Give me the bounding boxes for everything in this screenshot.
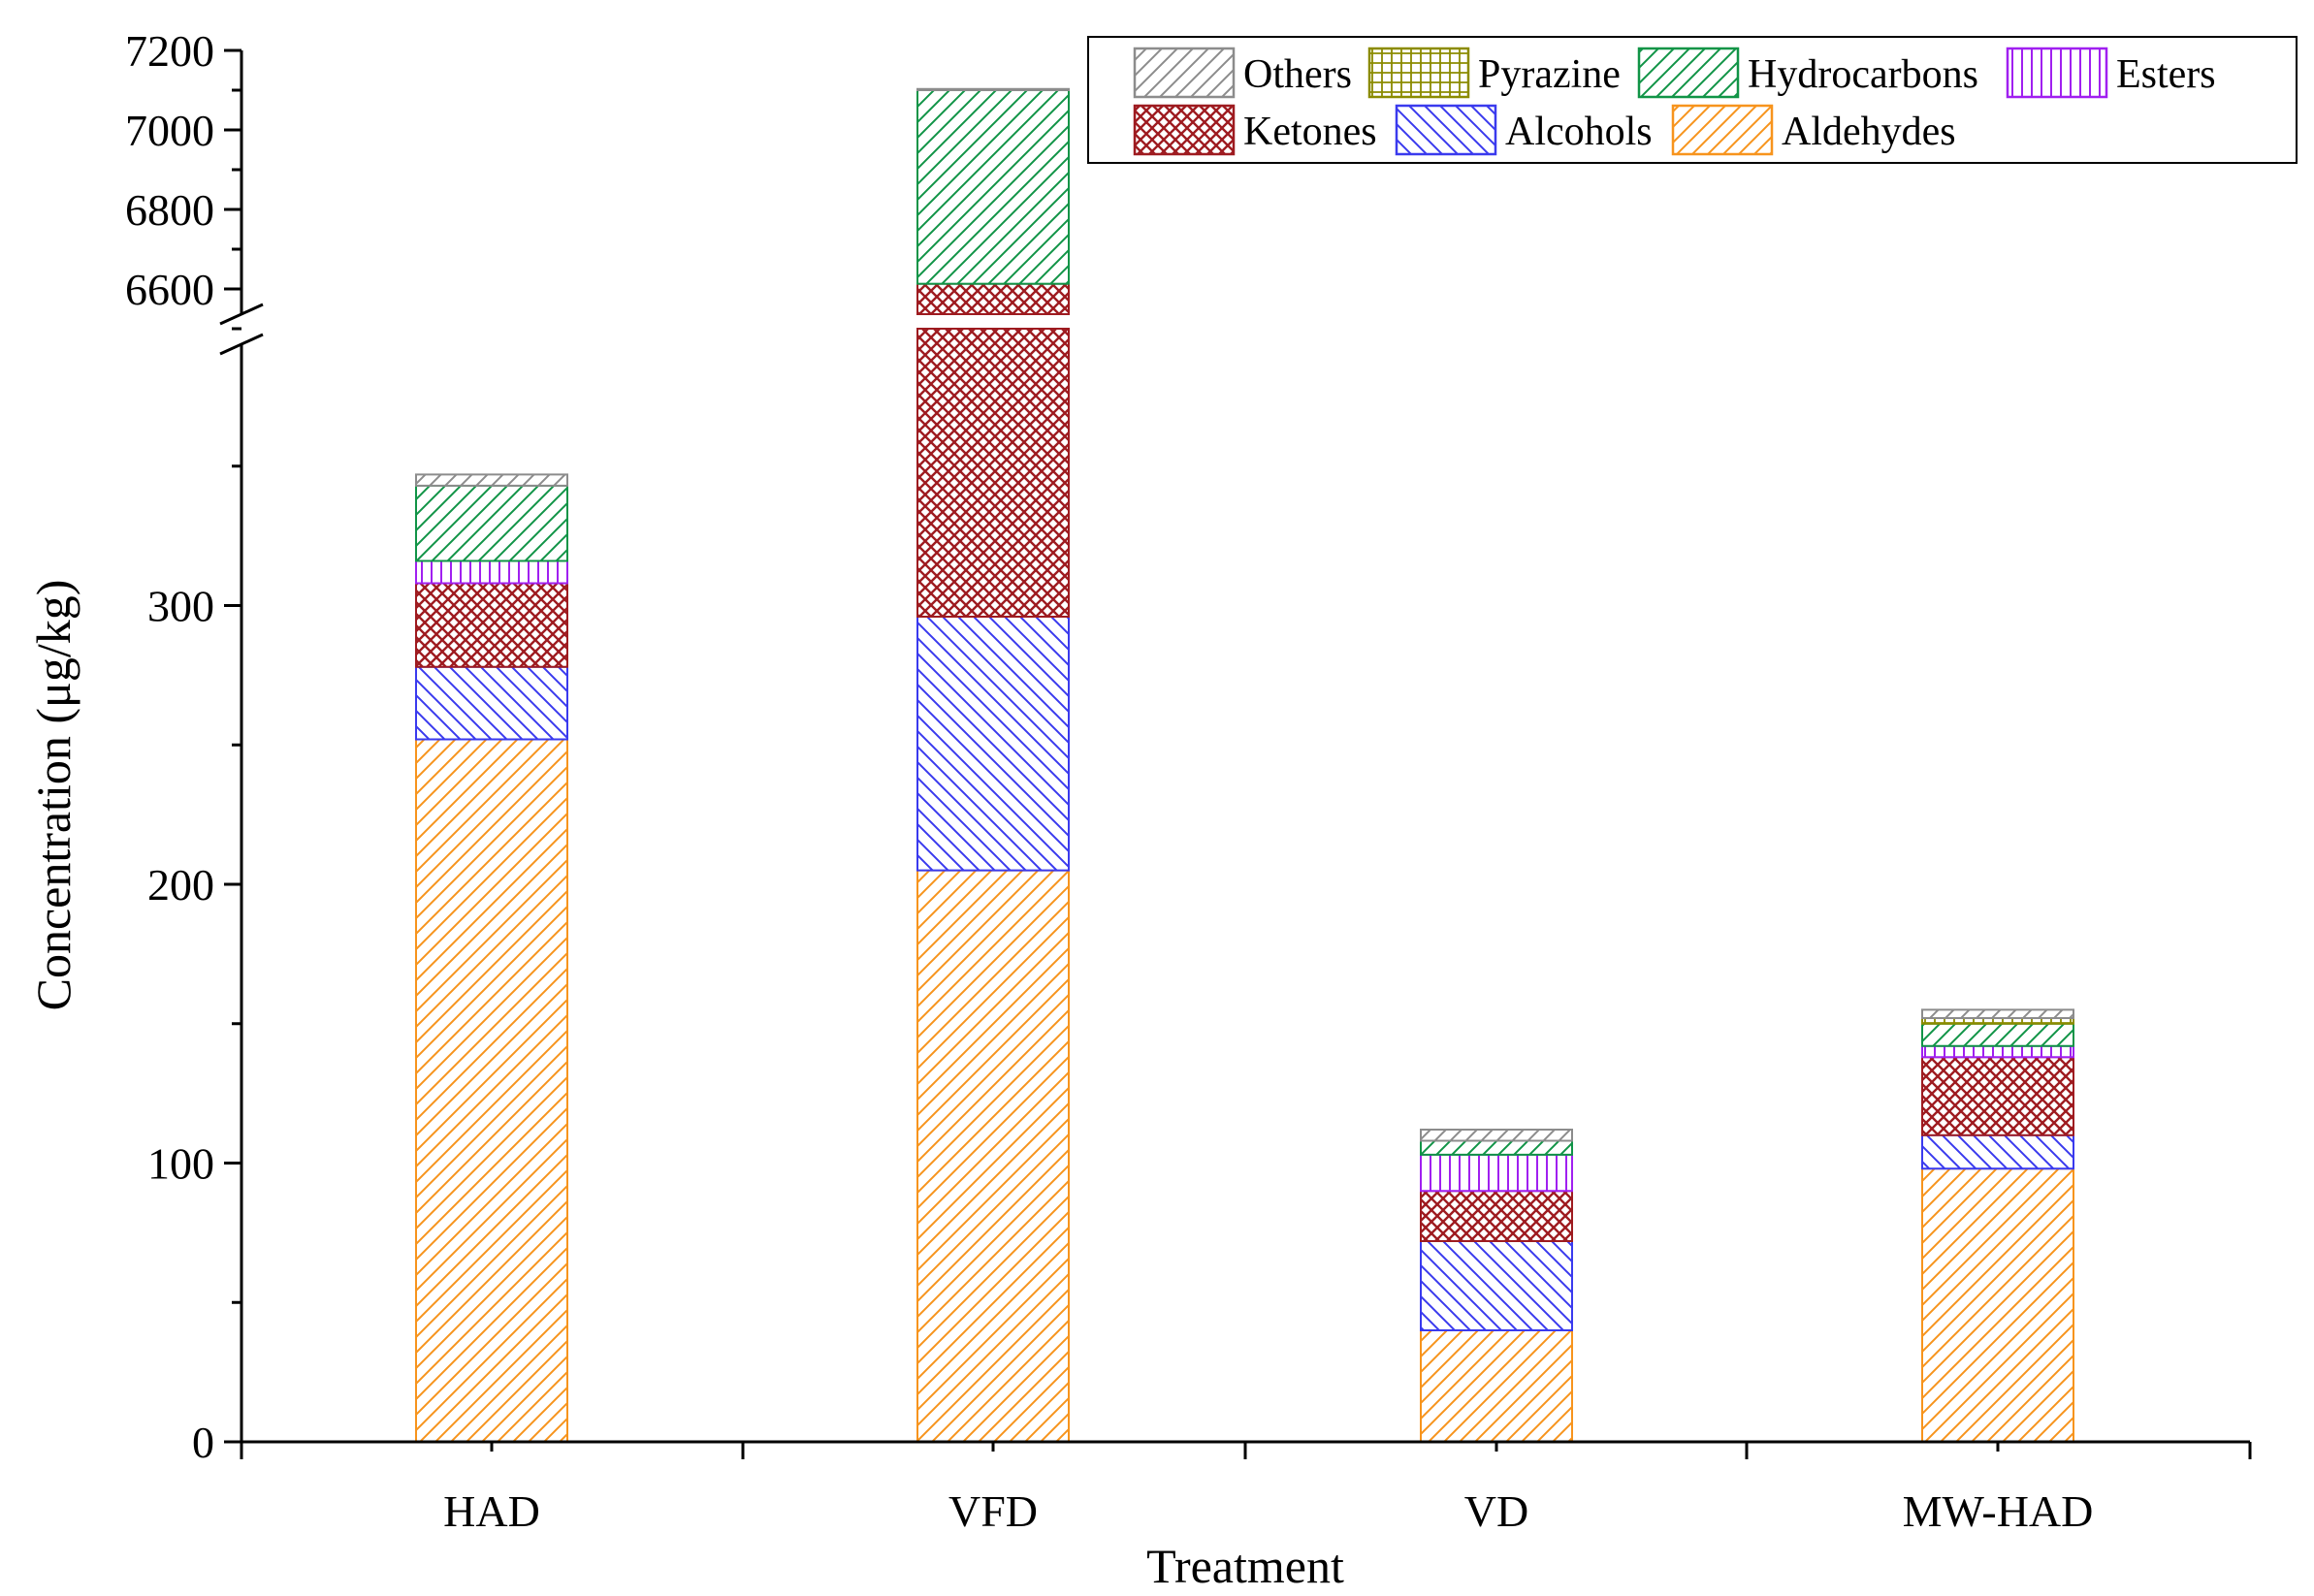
bar-vfd-ketones-lower bbox=[916, 328, 1070, 618]
bar-stack-vd bbox=[1420, 1129, 1573, 1443]
x-tick-label-vd: VD bbox=[1464, 1486, 1528, 1536]
legend-item-alcohols: Alcohols bbox=[1395, 104, 1653, 156]
legend: Others Pyrazine Hydrocarbons Esters Ketones A… bbox=[1087, 36, 2298, 164]
legend-item-pyrazine: Pyrazine bbox=[1367, 47, 1621, 99]
y-tick-label-0: 0 bbox=[192, 1418, 214, 1467]
y-tick-label-6800: 6800 bbox=[125, 185, 214, 235]
legend-swatch-esters bbox=[2006, 47, 2108, 99]
bar-had-alcohols bbox=[415, 665, 568, 741]
legend-swatch-aldehydes bbox=[1671, 104, 1774, 156]
bar-vd-ketones bbox=[1420, 1190, 1573, 1242]
bars-layer bbox=[415, 87, 2074, 1443]
bar-mw-had-others bbox=[1921, 1008, 2074, 1019]
bar-had-ketones bbox=[415, 582, 568, 668]
bar-stack-had bbox=[415, 473, 568, 1443]
legend-label-esters: Esters bbox=[2116, 52, 2216, 97]
legend-item-aldehydes: Aldehydes bbox=[1671, 104, 1956, 156]
legend-label-alcohols: Alcohols bbox=[1505, 110, 1653, 154]
legend-label-aldehydes: Aldehydes bbox=[1782, 110, 1956, 154]
y-tick-label-7000: 7000 bbox=[125, 106, 214, 155]
legend-swatch-pyrazine bbox=[1367, 47, 1470, 99]
bar-had-others bbox=[415, 473, 568, 487]
legend-swatch-ketones bbox=[1133, 104, 1236, 156]
legend-swatch-alcohols bbox=[1395, 104, 1497, 156]
legend-label-hydrocarbons: Hydrocarbons bbox=[1748, 52, 1978, 97]
bar-stack-vfd bbox=[916, 87, 1070, 1443]
y-axis-title: Concentration (μg/kg) bbox=[26, 580, 80, 1011]
bar-mw-had-esters bbox=[1921, 1044, 2074, 1059]
bar-vd-alcohols bbox=[1420, 1240, 1573, 1331]
y-tick-label-6600: 6600 bbox=[125, 265, 214, 314]
x-tick-label-mw-had: MW-HAD bbox=[1903, 1486, 2094, 1536]
bar-vd-esters bbox=[1420, 1153, 1573, 1193]
y-tick-label-7200: 7200 bbox=[125, 26, 214, 76]
bar-vfd-hydrocarbons bbox=[916, 89, 1070, 285]
axis-break-mark-upper bbox=[219, 303, 264, 326]
legend-item-ketones: Ketones bbox=[1133, 104, 1377, 156]
bar-vfd-ketones-upper bbox=[916, 282, 1070, 316]
bar-vd-aldehydes bbox=[1420, 1329, 1573, 1443]
x-axis-title: Treatment bbox=[1146, 1539, 1344, 1593]
legend-item-others: Others bbox=[1133, 47, 1352, 99]
bar-mw-had-ketones bbox=[1921, 1056, 2074, 1136]
bar-vd-others bbox=[1420, 1129, 1573, 1142]
y-tick-label-100: 100 bbox=[147, 1139, 214, 1189]
bar-had-esters bbox=[415, 559, 568, 585]
x-tick-label-vfd: VFD bbox=[948, 1486, 1038, 1536]
bar-had-hydrocarbons bbox=[415, 484, 568, 562]
legend-item-esters: Esters bbox=[2006, 47, 2216, 99]
legend-label-ketones: Ketones bbox=[1243, 110, 1377, 154]
bar-vfd-others bbox=[916, 87, 1070, 91]
bar-vd-hydrocarbons bbox=[1420, 1139, 1573, 1156]
y-tick-label-300: 300 bbox=[147, 582, 214, 631]
bar-vfd-alcohols bbox=[916, 616, 1070, 872]
bar-mw-had-alcohols bbox=[1921, 1133, 2074, 1170]
legend-swatch-hydrocarbons bbox=[1637, 47, 1740, 99]
axis-break-mark-lower bbox=[219, 333, 264, 356]
legend-swatch-others bbox=[1133, 47, 1236, 99]
legend-label-others: Others bbox=[1243, 52, 1352, 97]
legend-label-pyrazine: Pyrazine bbox=[1478, 52, 1621, 97]
y-tick-label-200: 200 bbox=[147, 860, 214, 910]
bar-mw-had-aldehydes bbox=[1921, 1167, 2074, 1443]
legend-item-hydrocarbons: Hydrocarbons bbox=[1637, 47, 1978, 99]
bar-mw-had-hydrocarbons bbox=[1921, 1022, 2074, 1047]
axes-layer: 0 100 200 300 6600 6800 7000 7200 HAD VFD VD MW-HAD… bbox=[26, 26, 2252, 1593]
x-tick-label-had: HAD bbox=[443, 1486, 540, 1536]
bar-stack-mw-had bbox=[1921, 1008, 2074, 1443]
bar-vfd-aldehydes bbox=[916, 869, 1070, 1443]
bar-had-aldehydes bbox=[415, 738, 568, 1443]
